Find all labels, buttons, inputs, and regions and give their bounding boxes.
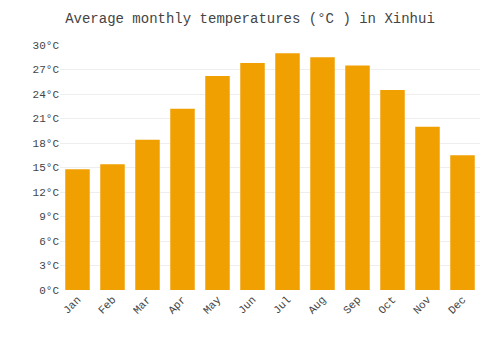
svg-text:0°C: 0°C <box>39 285 59 297</box>
svg-text:May: May <box>201 294 224 317</box>
svg-text:15°C: 15°C <box>33 162 60 174</box>
svg-text:Jun: Jun <box>236 294 258 316</box>
svg-text:6°C: 6°C <box>39 236 59 248</box>
svg-text:Sep: Sep <box>341 294 363 316</box>
svg-text:3°C: 3°C <box>39 260 59 272</box>
svg-text:Feb: Feb <box>96 294 118 316</box>
svg-text:30°C: 30°C <box>33 40 60 52</box>
svg-text:Nov: Nov <box>411 294 434 317</box>
svg-text:Average monthly temperatures (: Average monthly temperatures (°C ) in Xi… <box>65 11 435 27</box>
svg-text:Aug: Aug <box>306 294 328 316</box>
svg-text:Jan: Jan <box>61 294 83 316</box>
svg-text:24°C: 24°C <box>33 89 60 101</box>
svg-text:Mar: Mar <box>131 294 153 316</box>
svg-text:Oct: Oct <box>376 294 398 316</box>
svg-text:9°C: 9°C <box>39 211 59 223</box>
svg-text:Dec: Dec <box>446 294 468 316</box>
svg-text:Apr: Apr <box>166 294 188 316</box>
svg-text:21°C: 21°C <box>33 113 60 125</box>
svg-text:27°C: 27°C <box>33 64 60 76</box>
svg-text:12°C: 12°C <box>33 187 60 199</box>
svg-text:18°C: 18°C <box>33 138 60 150</box>
svg-text:Jul: Jul <box>271 294 293 316</box>
